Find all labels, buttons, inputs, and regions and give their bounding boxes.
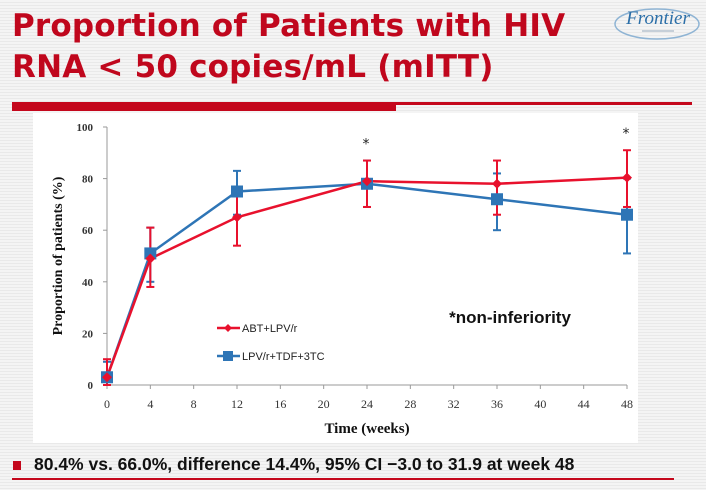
data-point-square	[491, 193, 503, 206]
y-axis-label: Proportion of patients (%)	[51, 176, 66, 335]
x-tick-label: 40	[534, 397, 546, 411]
logo-text: Frontier	[625, 8, 690, 29]
frontier-logo: Frontier	[614, 8, 700, 40]
data-point-diamond	[362, 176, 372, 187]
legend-item-lpv-tdf-3tc: LPV/r+TDF+3TC	[217, 351, 325, 363]
x-tick-label: 24	[361, 397, 373, 411]
data-point-square	[144, 247, 157, 260]
title-rule-thin	[396, 102, 692, 105]
y-tick-label: 20	[82, 328, 94, 340]
legend: ABT+LPV/r LPV/r+TDF+3TC	[217, 323, 325, 363]
data-point-diamond	[492, 178, 502, 189]
x-tick-label: 12	[231, 397, 243, 411]
y-tick-label: 100	[77, 122, 94, 134]
bullet-underline	[12, 478, 674, 480]
x-tick-label: 16	[274, 397, 286, 411]
legend-label-lpv-tdf-3tc: LPV/r+TDF+3TC	[242, 351, 325, 363]
chart-panel	[33, 113, 638, 443]
legend-item-abt-lpv: ABT+LPV/r	[217, 323, 298, 335]
y-tick-label: 40	[82, 277, 94, 289]
legend-label-abt-lpv: ABT+LPV/r	[242, 323, 298, 335]
series-layer: **	[101, 126, 633, 386]
data-point-diamond	[145, 253, 156, 264]
data-point-diamond	[232, 212, 242, 223]
x-tick-label: 28	[404, 397, 416, 411]
slide-title-line-2: RNA < 50 copies/mL (mITT)	[12, 49, 494, 85]
x-tick-label: 20	[318, 397, 330, 411]
slide-title-line-1: Proportion of Patients with HIV	[12, 8, 566, 44]
significance-asterisk: *	[363, 137, 370, 153]
bullet-text: 80.4% vs. 66.0%, difference 14.4%, 95% C…	[34, 454, 575, 474]
title-rule-thick	[12, 102, 396, 111]
non-inferiority-annotation: *non-inferiority	[449, 308, 571, 327]
data-point-diamond	[102, 372, 112, 383]
bullet-row: 80.4% vs. 66.0%, difference 14.4%, 95% C…	[10, 452, 690, 482]
x-tick-label: 0	[104, 397, 110, 411]
markers-abt-lpv	[102, 172, 632, 383]
x-tick-label: 8	[191, 397, 197, 411]
series-line	[105, 176, 628, 378]
data-point-diamond	[622, 172, 632, 183]
y-tick-label: 0	[88, 380, 94, 392]
markers-lpv-tdf-3tc	[101, 177, 633, 384]
significance-asterisk: *	[623, 126, 630, 142]
legend-marker-diamond	[224, 324, 232, 332]
legend-marker-square	[223, 351, 233, 361]
bullet-square-icon	[13, 461, 21, 470]
data-point-square	[231, 185, 243, 198]
x-tick-label: 36	[491, 397, 503, 411]
series-line	[105, 182, 628, 378]
x-axis-label: Time (weeks)	[324, 421, 409, 437]
x-tick-label: 4	[147, 397, 153, 411]
y-tick-label: 60	[82, 225, 94, 237]
slide-title: Proportion of Patients with HIV RNA < 50…	[12, 6, 612, 88]
x-tick-label: 44	[578, 397, 590, 411]
data-point-square	[621, 208, 633, 221]
x-tick-label: 32	[448, 397, 460, 411]
x-tick-label: 48	[621, 397, 633, 411]
y-tick-label: 80	[82, 174, 94, 186]
